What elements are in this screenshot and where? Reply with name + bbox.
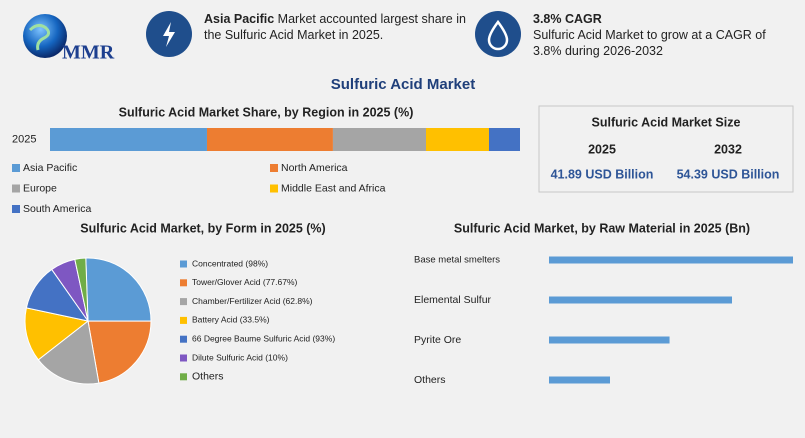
highlight-bold: 3.8% CAGR bbox=[533, 12, 602, 26]
legend-label: Chamber/Fertilizer Acid (62.8%) bbox=[192, 296, 313, 306]
legend-label: Asia Pacific bbox=[23, 162, 77, 174]
main-title: Sulfuric Acid Market bbox=[331, 76, 475, 93]
bar-segment bbox=[50, 128, 207, 151]
pie-slice bbox=[74, 257, 89, 322]
legend-label: Concentrated (98%) bbox=[192, 258, 268, 268]
category-label: 2025 bbox=[12, 133, 36, 145]
legend-label: 66 Degree Baume Sulfuric Acid (93%) bbox=[192, 333, 335, 343]
market-size-box: Sulfuric Acid Market Size 2025 2032 41.8… bbox=[538, 105, 794, 193]
pie-slice bbox=[37, 320, 100, 385]
legend-swatch bbox=[12, 184, 20, 193]
legend-swatch bbox=[180, 316, 187, 324]
icon-circle bbox=[475, 11, 521, 57]
logo-text: MMR bbox=[62, 42, 115, 64]
legend-label: Dilute Sulfuric Acid (10%) bbox=[192, 352, 288, 362]
legend-swatch bbox=[12, 164, 20, 172]
bar-segment bbox=[426, 128, 489, 151]
legend-swatch bbox=[180, 260, 187, 268]
highlight-1: Asia Pacific Market accounted largest sh… bbox=[204, 11, 474, 43]
legend-swatch bbox=[180, 335, 187, 343]
icon-2 bbox=[475, 11, 521, 57]
bar-segment bbox=[488, 128, 520, 151]
chart-title: Sulfuric Acid Market, by Raw Material in… bbox=[454, 221, 750, 235]
logo-land bbox=[28, 23, 51, 51]
highlight-bold: Asia Pacific bbox=[204, 12, 275, 26]
legend-swatch bbox=[180, 373, 187, 381]
box-year: 2025 bbox=[588, 142, 616, 156]
category-label: Elemental Sulfur bbox=[414, 294, 492, 306]
highlight-text: Sulfuric Acid Market to grow at a CAGR o… bbox=[533, 28, 766, 58]
pie-slice bbox=[24, 307, 90, 361]
legend-swatch bbox=[180, 298, 187, 306]
legend-label: Battery Acid (33.5%) bbox=[192, 315, 270, 325]
legend-swatch bbox=[180, 354, 187, 362]
box-year: 2032 bbox=[714, 142, 742, 156]
legend-label: Tower/Glover Acid (77.67%) bbox=[192, 277, 298, 287]
icon-bolt bbox=[163, 22, 175, 47]
logo: MMR bbox=[23, 14, 115, 64]
legend-swatch bbox=[270, 184, 278, 193]
bar-segment bbox=[332, 128, 426, 151]
legend-label: North America bbox=[281, 162, 348, 174]
legend-swatch bbox=[270, 164, 278, 172]
legend-label: Middle East and Africa bbox=[281, 182, 386, 194]
bar bbox=[549, 296, 732, 304]
chart-title: Sulfuric Acid Market Share, by Region in… bbox=[119, 105, 414, 119]
chart-title: Sulfuric Acid Market, by Form in 2025 (%… bbox=[80, 221, 325, 235]
category-label: Pyrite Ore bbox=[414, 334, 461, 346]
icon-drop bbox=[487, 19, 509, 51]
highlight-2: 3.8% CAGR Sulfuric Acid Market to grow at… bbox=[533, 11, 783, 59]
legend-label: Others bbox=[192, 371, 224, 383]
bar-segment bbox=[206, 128, 333, 151]
category-label: Base metal smelters bbox=[414, 255, 500, 266]
category-label: Others bbox=[414, 374, 446, 386]
legend-swatch bbox=[12, 205, 20, 213]
box-value: 41.89 USD Billion bbox=[551, 167, 654, 181]
pie-slice bbox=[87, 320, 152, 384]
box-frame bbox=[538, 105, 794, 193]
bar bbox=[549, 336, 670, 344]
legend-swatch bbox=[180, 279, 187, 287]
box-value: 54.39 USD Billion bbox=[677, 167, 780, 181]
legend-label: Europe bbox=[23, 182, 57, 194]
bar bbox=[549, 256, 793, 264]
bar bbox=[549, 376, 610, 384]
legend-label: South America bbox=[23, 203, 91, 215]
icon-1 bbox=[146, 11, 192, 57]
box-title: Sulfuric Acid Market Size bbox=[592, 115, 741, 129]
highlight-text: Market accounted largest share in the Su… bbox=[204, 12, 466, 42]
pie-slice bbox=[85, 257, 152, 322]
